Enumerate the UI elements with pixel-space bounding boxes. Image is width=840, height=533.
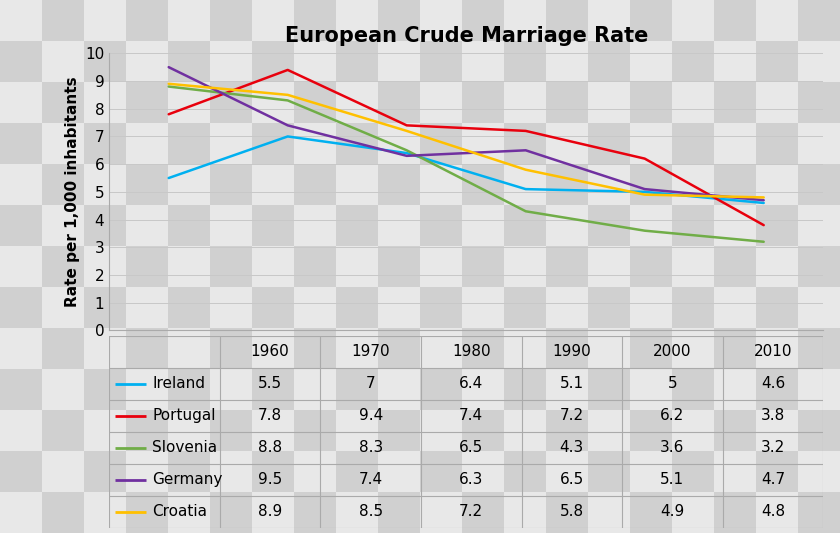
Text: 8.3: 8.3 [359,440,383,455]
Text: 1970: 1970 [351,344,390,359]
Text: Slovenia: Slovenia [152,440,218,455]
Text: 5.1: 5.1 [559,376,584,391]
Text: 2010: 2010 [753,344,792,359]
Text: 7: 7 [366,376,375,391]
Text: 4.7: 4.7 [761,472,785,487]
Text: Ireland: Ireland [152,376,205,391]
Text: Portugal: Portugal [152,408,216,423]
Text: 4.6: 4.6 [761,376,785,391]
Text: Croatia: Croatia [152,504,207,519]
Text: 5.8: 5.8 [559,504,584,519]
Title: European Crude Marriage Rate: European Crude Marriage Rate [285,26,648,46]
Text: 8.8: 8.8 [258,440,282,455]
Text: 4.9: 4.9 [660,504,685,519]
Text: Germany: Germany [152,472,223,487]
Text: 1960: 1960 [251,344,290,359]
Text: 3.6: 3.6 [660,440,685,455]
Text: 7.4: 7.4 [459,408,483,423]
Text: 4.8: 4.8 [761,504,785,519]
Text: 1990: 1990 [553,344,591,359]
Text: 4.3: 4.3 [559,440,584,455]
Text: 7.2: 7.2 [459,504,483,519]
Text: 5.1: 5.1 [660,472,685,487]
Text: 3.2: 3.2 [761,440,785,455]
Text: 3.8: 3.8 [761,408,785,423]
Text: 2000: 2000 [654,344,691,359]
Text: 8.5: 8.5 [359,504,383,519]
Text: 6.2: 6.2 [660,408,685,423]
Y-axis label: Rate per 1,000 inhabitants: Rate per 1,000 inhabitants [65,77,80,307]
Text: 1980: 1980 [452,344,491,359]
Text: 9.4: 9.4 [359,408,383,423]
Text: 8.9: 8.9 [258,504,282,519]
Text: 7.8: 7.8 [258,408,282,423]
Text: 5: 5 [668,376,677,391]
Text: 6.5: 6.5 [559,472,584,487]
Text: 6.4: 6.4 [459,376,483,391]
Text: 7.2: 7.2 [559,408,584,423]
Text: 5.5: 5.5 [258,376,282,391]
Text: 7.4: 7.4 [359,472,383,487]
Text: 6.5: 6.5 [459,440,483,455]
Text: 9.5: 9.5 [258,472,282,487]
Text: 6.3: 6.3 [459,472,484,487]
